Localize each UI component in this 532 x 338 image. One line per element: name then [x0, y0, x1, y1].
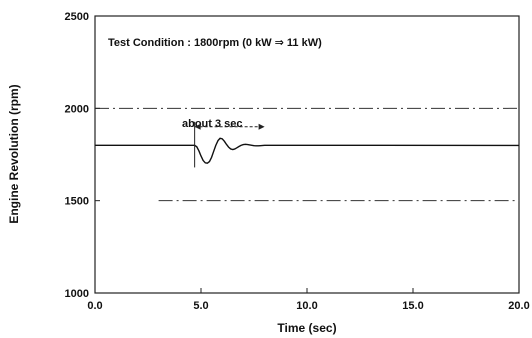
duration-arrow-right	[258, 123, 265, 130]
reference-lines	[95, 107, 519, 202]
plot-frame	[94, 15, 520, 294]
x-axis-ticks: 0.0 5.0 10.0 15.0 20.0	[87, 288, 530, 312]
x-tick-label: 0.0	[87, 300, 102, 312]
y-tick-label: 1000	[65, 288, 89, 300]
y-axis-label: Engine Revolution (rpm)	[7, 84, 21, 223]
y-tick-label: 1500	[65, 196, 89, 208]
x-tick-label: 20.0	[508, 300, 529, 312]
x-tick-label: 5.0	[193, 300, 208, 312]
x-axis-label: Time (sec)	[277, 321, 336, 335]
x-tick-label: 10.0	[296, 300, 317, 312]
series-layer	[95, 137, 520, 164]
test-condition-annotation: Test Condition : 1800rpm (0 kW ⇒ 11 kW)	[108, 37, 322, 49]
y-tick-label: 2500	[65, 11, 89, 23]
annotation-layer: Test Condition : 1800rpm (0 kW ⇒ 11 kW) …	[108, 37, 322, 168]
y-axis-ticks: 1000 1500 2000 2500	[65, 11, 100, 300]
x-tick-label: 15.0	[402, 300, 423, 312]
series-line-0	[95, 137, 520, 164]
y-tick-label: 2000	[65, 103, 89, 115]
duration-annotation: about 3 sec	[182, 118, 243, 130]
duration-arrow-left	[194, 123, 201, 130]
